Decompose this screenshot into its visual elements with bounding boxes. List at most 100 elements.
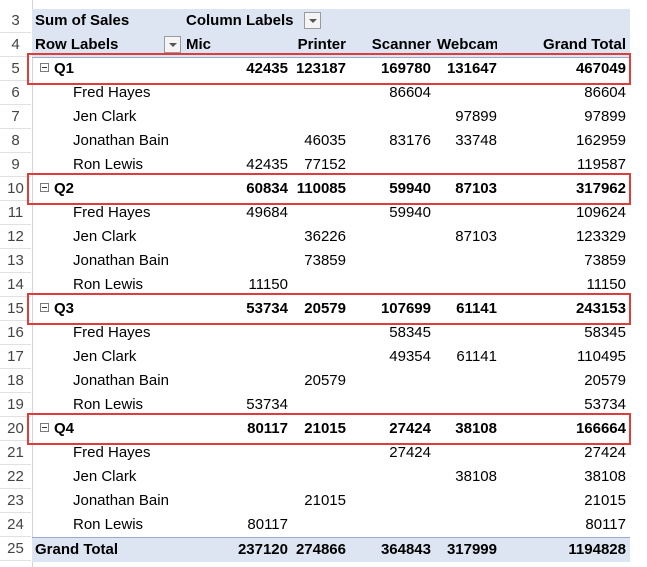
row-labels-filter-dropdown-icon[interactable] (164, 36, 181, 53)
column-header-webcam[interactable]: Webcam (437, 36, 497, 53)
quarter-label[interactable]: Q1 (54, 60, 75, 77)
salesperson-name[interactable]: Jen Clark (73, 348, 137, 365)
value-cell[interactable]: 107699 (380, 300, 431, 317)
value-cell[interactable] (186, 129, 288, 153)
value-cell[interactable]: 58345 (389, 324, 431, 341)
value-cell[interactable] (186, 489, 288, 513)
value-cell[interactable] (352, 153, 431, 177)
value-cell[interactable] (437, 393, 497, 417)
column-labels-label[interactable]: Column Labels (186, 12, 294, 29)
value-cell[interactable] (294, 465, 346, 489)
value-cell[interactable]: 38108 (584, 468, 626, 485)
value-cell[interactable] (437, 249, 497, 273)
row-number[interactable]: 15 (0, 297, 31, 321)
row-number[interactable]: 24 (0, 513, 31, 537)
value-cell[interactable] (352, 105, 431, 129)
value-cell[interactable]: 364843 (380, 541, 431, 558)
value-cell[interactable]: 21015 (584, 492, 626, 509)
value-cell[interactable]: 27424 (389, 444, 431, 461)
row-number[interactable]: 23 (0, 489, 31, 513)
value-cell[interactable] (186, 249, 288, 273)
row-number[interactable]: 8 (0, 129, 31, 153)
value-cell[interactable] (352, 249, 431, 273)
value-cell[interactable]: 20579 (584, 372, 626, 389)
value-cell[interactable] (294, 105, 346, 129)
value-cell[interactable]: 83176 (389, 132, 431, 149)
collapse-toggle-icon[interactable] (40, 423, 49, 432)
value-cell[interactable]: 119587 (577, 156, 626, 173)
value-cell[interactable]: 38108 (455, 420, 497, 437)
value-cell[interactable]: 73859 (304, 252, 346, 269)
value-cell[interactable]: 27424 (584, 444, 626, 461)
value-cell[interactable]: 97899 (455, 108, 497, 125)
value-cell[interactable] (294, 345, 346, 369)
collapse-toggle-icon[interactable] (40, 303, 49, 312)
value-cell[interactable] (352, 369, 431, 393)
salesperson-name[interactable]: Jonathan Bain (73, 492, 169, 509)
row-number[interactable]: 4 (0, 33, 31, 57)
column-header-grand-total[interactable]: Grand Total (542, 36, 626, 53)
value-cell[interactable] (294, 513, 346, 537)
salesperson-name[interactable]: Fred Hayes (73, 84, 151, 101)
value-cell[interactable] (437, 321, 497, 345)
value-cell[interactable] (294, 201, 346, 225)
quarter-label[interactable]: Q4 (54, 420, 75, 437)
value-cell[interactable]: 110085 (296, 180, 346, 197)
value-cell[interactable]: 166664 (575, 420, 626, 437)
grand-total-label[interactable]: Grand Total (35, 541, 119, 558)
quarter-label[interactable]: Q3 (54, 300, 75, 317)
values-field-label[interactable]: Sum of Sales (35, 12, 130, 29)
row-number[interactable]: 10 (0, 177, 31, 201)
value-cell[interactable] (352, 393, 431, 417)
row-number[interactable]: 3 (0, 9, 31, 33)
value-cell[interactable]: 86604 (584, 84, 626, 101)
value-cell[interactable]: 169780 (380, 60, 431, 77)
column-labels-filter-dropdown-icon[interactable] (304, 12, 321, 29)
value-cell[interactable]: 21015 (304, 420, 346, 437)
value-cell[interactable] (294, 393, 346, 417)
value-cell[interactable]: 33748 (455, 132, 497, 149)
value-cell[interactable] (186, 441, 288, 465)
collapse-toggle-icon[interactable] (40, 183, 49, 192)
row-number[interactable]: 22 (0, 465, 31, 489)
value-cell[interactable]: 53734 (584, 396, 626, 413)
value-cell[interactable]: 27424 (389, 420, 431, 437)
row-number[interactable]: 6 (0, 81, 31, 105)
value-cell[interactable]: 20579 (304, 300, 346, 317)
value-cell[interactable] (352, 465, 431, 489)
value-cell[interactable]: 60834 (246, 180, 288, 197)
value-cell[interactable]: 237120 (237, 541, 288, 558)
salesperson-name[interactable]: Ron Lewis (73, 156, 144, 173)
row-number[interactable]: 9 (0, 153, 31, 177)
value-cell[interactable]: 123187 (295, 60, 346, 77)
value-cell[interactable]: 11150 (248, 276, 289, 293)
column-header-printer[interactable]: Printer (297, 36, 346, 53)
quarter-label[interactable]: Q2 (54, 180, 75, 197)
value-cell[interactable]: 86604 (389, 84, 431, 101)
row-number[interactable]: 17 (0, 345, 31, 369)
value-cell[interactable]: 77152 (304, 156, 346, 173)
value-cell[interactable]: 42435 (246, 156, 288, 173)
value-cell[interactable] (437, 201, 497, 225)
value-cell[interactable]: 1194828 (568, 541, 626, 558)
row-number[interactable]: 7 (0, 105, 31, 129)
value-cell[interactable]: 36226 (304, 228, 346, 245)
value-cell[interactable]: 131647 (446, 60, 497, 77)
value-cell[interactable] (294, 273, 346, 297)
salesperson-name[interactable]: Jen Clark (73, 228, 137, 245)
value-cell[interactable]: 38108 (455, 468, 497, 485)
value-cell[interactable]: 317962 (575, 180, 626, 197)
row-number[interactable]: 16 (0, 321, 31, 345)
row-number[interactable]: 18 (0, 369, 31, 393)
value-cell[interactable] (352, 513, 431, 537)
value-cell[interactable]: 11150 (586, 276, 627, 293)
value-cell[interactable] (437, 81, 497, 105)
value-cell[interactable]: 97899 (584, 108, 626, 125)
salesperson-name[interactable]: Jonathan Bain (73, 372, 169, 389)
salesperson-name[interactable]: Jen Clark (73, 468, 137, 485)
value-cell[interactable] (294, 81, 346, 105)
value-cell[interactable]: 80117 (247, 420, 288, 437)
value-cell[interactable]: 58345 (584, 324, 626, 341)
value-cell[interactable]: 53734 (246, 396, 288, 413)
value-cell[interactable] (437, 489, 497, 513)
